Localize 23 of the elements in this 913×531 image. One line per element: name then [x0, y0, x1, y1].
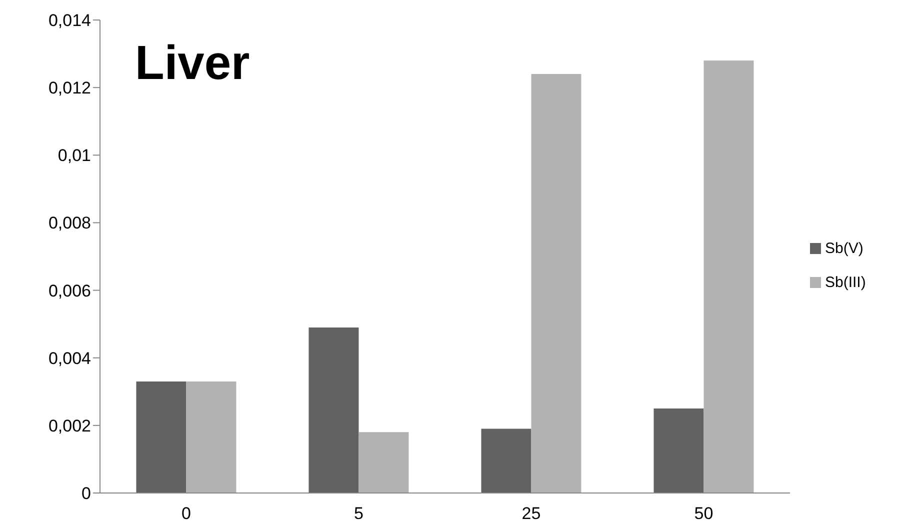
- bar: [531, 74, 582, 493]
- chart-title: Liver: [135, 36, 250, 91]
- bar: [704, 60, 754, 493]
- bar: [186, 382, 236, 493]
- x-tick-label: 0: [182, 504, 191, 524]
- y-tick-label: 0,006: [48, 281, 91, 300]
- bar: [654, 408, 704, 493]
- y-tick-label: 0,014: [48, 11, 91, 30]
- x-tick-label: 50: [694, 504, 714, 524]
- bar: [308, 327, 359, 493]
- legend-label: Sb(III): [825, 274, 866, 290]
- bar: [358, 432, 409, 493]
- y-tick-label: 0,002: [48, 416, 91, 436]
- y-tick-label: 0,01: [58, 146, 91, 166]
- y-tick-label: 0: [82, 484, 91, 504]
- x-tick-label: 25: [522, 504, 541, 524]
- x-tick-label: 5: [354, 504, 364, 524]
- y-tick-label: 0,004: [48, 348, 91, 368]
- bar: [136, 382, 186, 493]
- y-tick-label: 0,008: [48, 214, 91, 233]
- bar: [481, 428, 532, 493]
- legend-label: Sb(V): [825, 240, 864, 256]
- y-tick-label: 0,012: [48, 78, 91, 98]
